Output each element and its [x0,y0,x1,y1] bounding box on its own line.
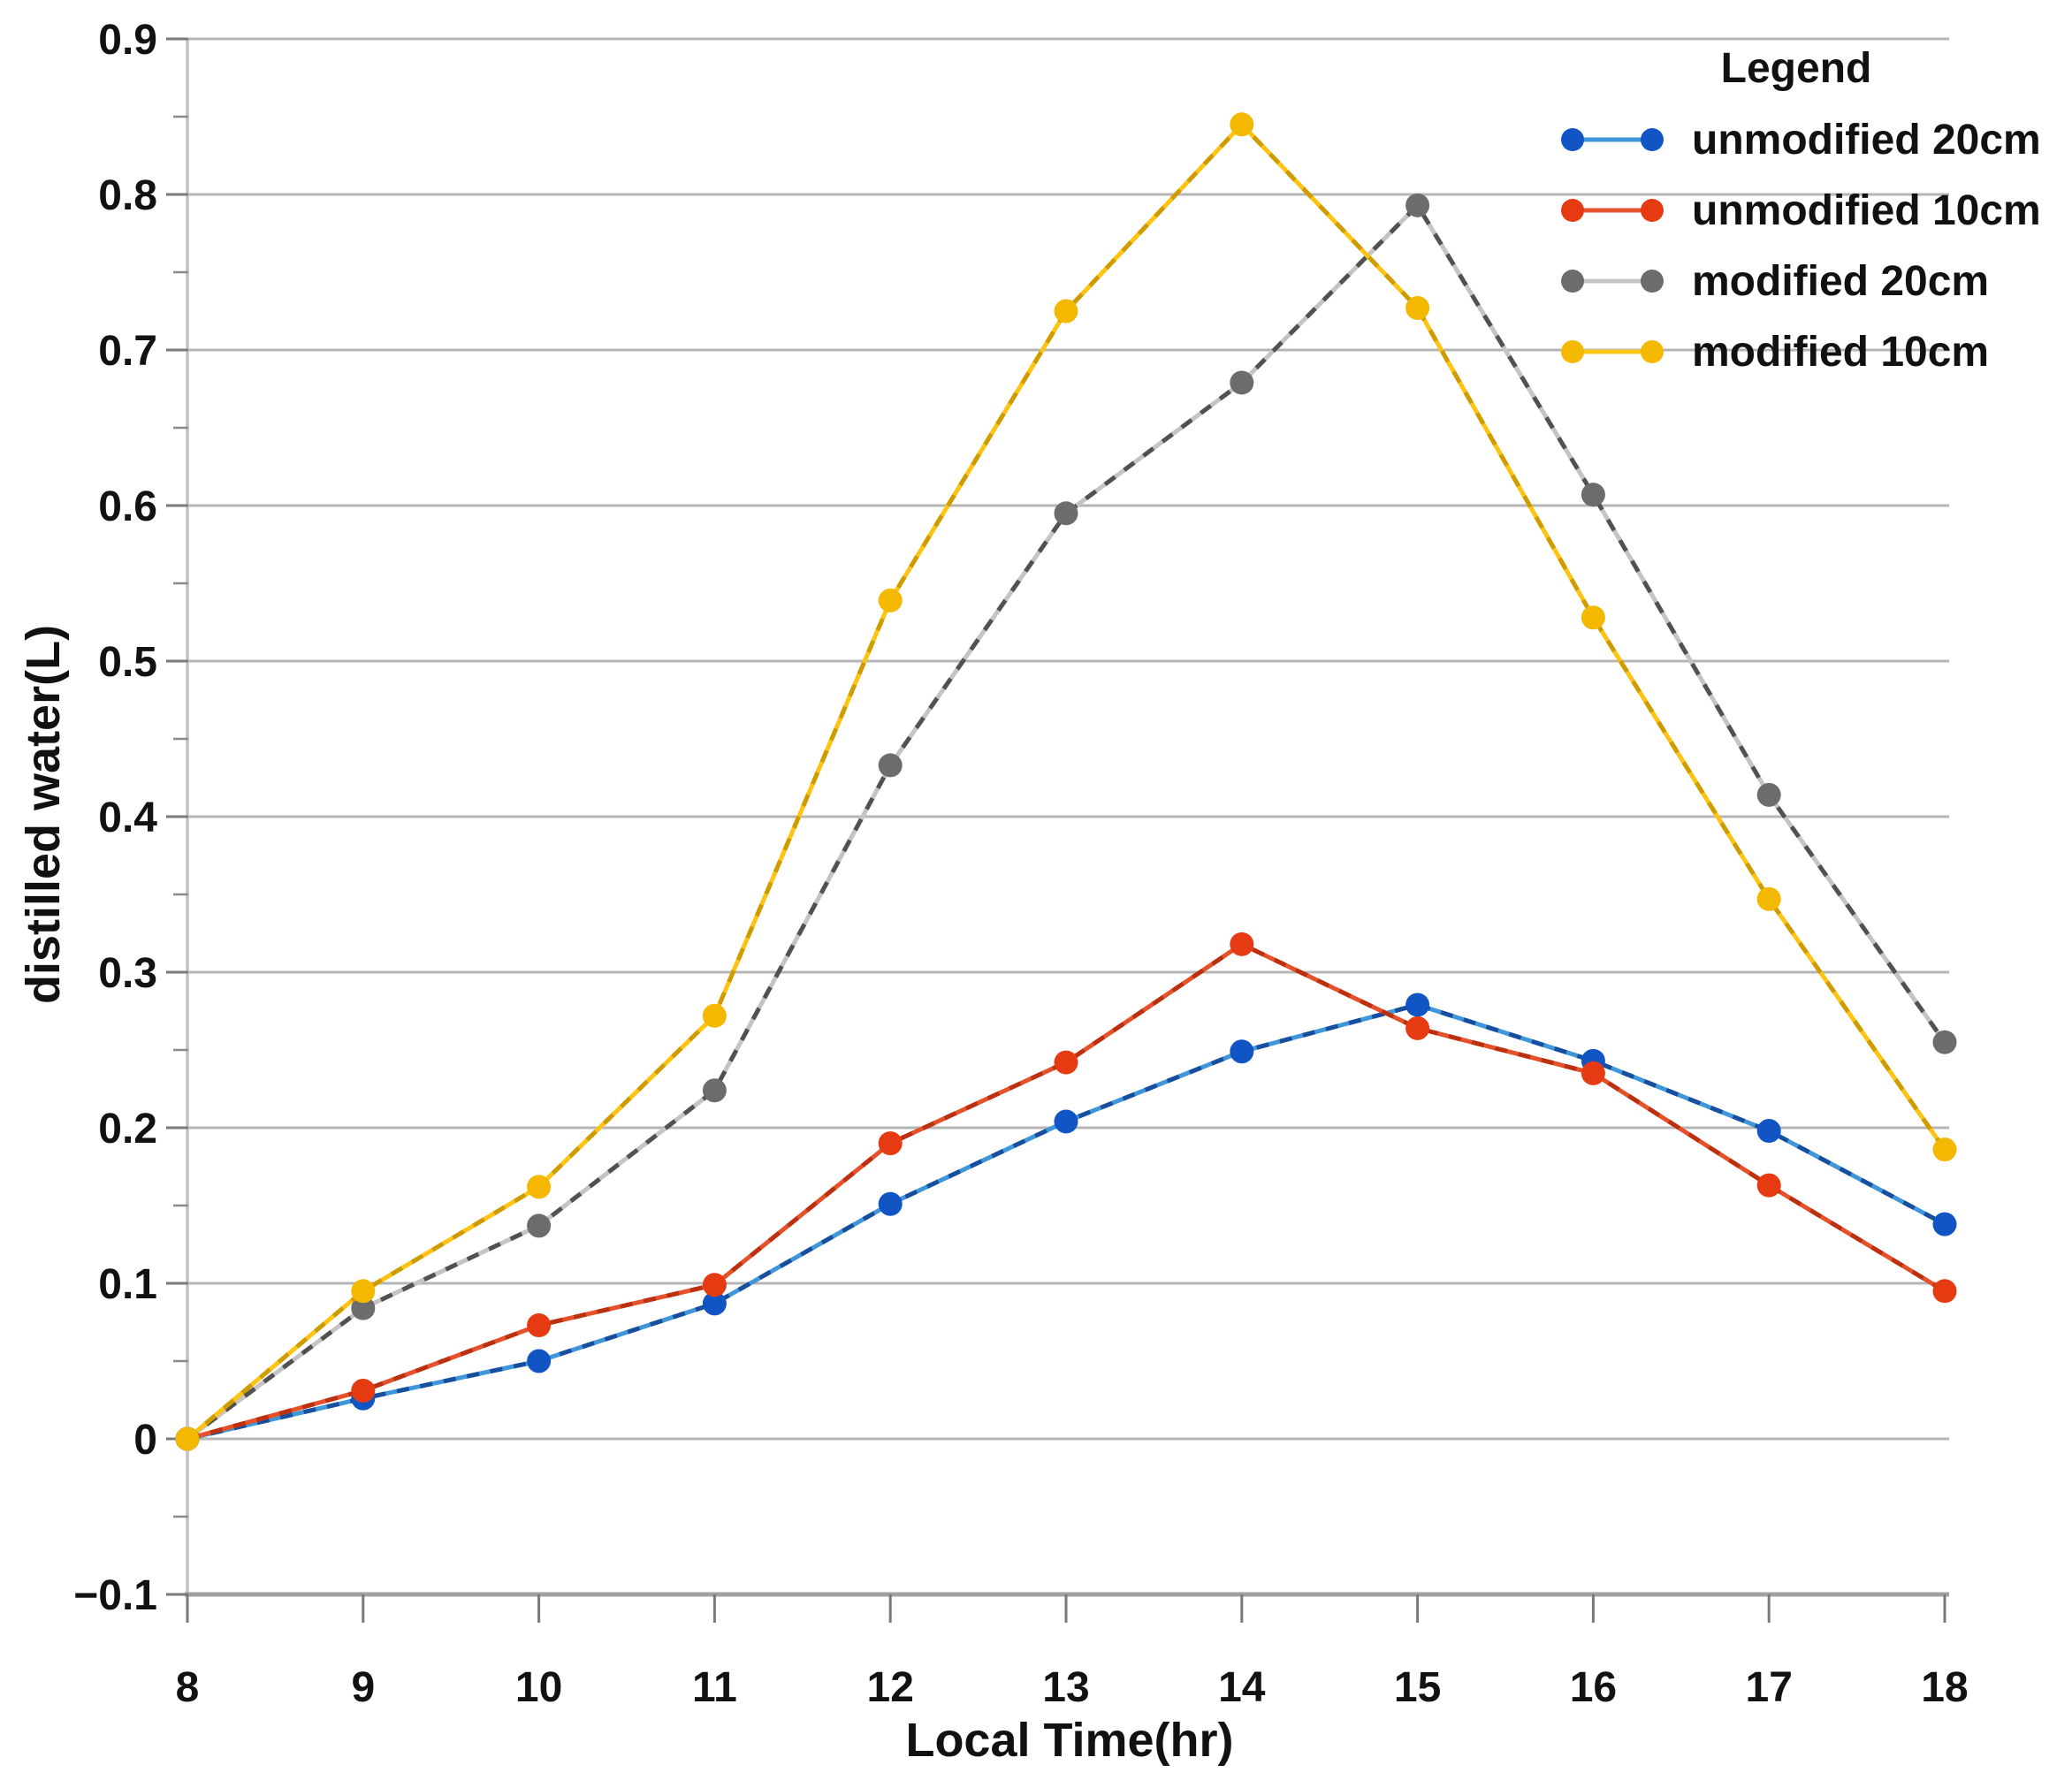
data-point-unmodified-10cm-x13 [1054,1050,1078,1075]
data-point-modified-20cm-x13 [1054,501,1078,526]
data-point-modified-20cm-x15 [1405,193,1430,217]
data-point-unmodified-10cm-x12 [878,1131,903,1156]
data-point-modified-20cm-x10 [527,1213,552,1238]
x-tick-label: 9 [351,1664,375,1711]
legend-item: modified 20cm [1558,257,2072,305]
x-tick-label: 12 [867,1664,914,1711]
data-point-unmodified-20cm-x17 [1756,1119,1781,1144]
y-tick-label: 0.8 [98,172,157,219]
data-point-modified-20cm-x18 [1932,1030,1957,1054]
data-point-modified-10cm-x8 [175,1426,200,1451]
legend-marker-icon [1561,340,1664,363]
data-point-unmodified-10cm-x14 [1230,932,1254,956]
legend-item: unmodified 10cm [1558,186,2072,234]
legend: Legend unmodified 20cm unmodified 10cm mod… [1558,44,2072,376]
data-point-unmodified-10cm-x18 [1932,1279,1957,1304]
data-point-modified-20cm-x14 [1230,370,1254,395]
data-point-unmodified-10cm-x9 [351,1378,376,1403]
data-point-unmodified-20cm-x15 [1405,993,1430,1017]
data-point-unmodified-20cm-x10 [527,1349,552,1373]
y-tick-label: 0 [133,1417,157,1464]
data-point-unmodified-10cm-x15 [1405,1016,1430,1040]
data-point-modified-10cm-x11 [702,1003,727,1028]
legend-item: unmodified 20cm [1558,116,2072,164]
data-point-modified-20cm-x11 [702,1078,727,1103]
x-axis-title: Local Time(hr) [905,1714,1234,1767]
data-point-modified-10cm-x14 [1230,112,1254,137]
data-point-unmodified-10cm-x17 [1756,1173,1781,1198]
legend-marker-icon [1561,270,1664,293]
legend-item: modified 10cm [1558,328,2072,376]
data-point-unmodified-20cm-x13 [1054,1109,1078,1134]
x-tick-label: 17 [1746,1664,1793,1711]
x-tick-label: 15 [1394,1664,1441,1711]
data-point-modified-10cm-x9 [351,1279,376,1304]
data-point-modified-10cm-x18 [1932,1137,1957,1162]
legend-title: Legend [1720,45,1872,92]
data-point-modified-10cm-x16 [1581,605,1605,630]
data-point-modified-10cm-x17 [1756,886,1781,911]
data-point-modified-10cm-x15 [1405,295,1430,320]
data-point-modified-10cm-x10 [527,1175,552,1199]
data-point-unmodified-10cm-x11 [702,1273,727,1297]
x-tick-label: 8 [176,1664,200,1711]
y-tick-label: 0.6 [98,483,157,530]
data-point-modified-10cm-x13 [1054,299,1078,323]
y-tick-label: 0.2 [98,1106,157,1152]
y-tick-label: 0.4 [98,795,157,841]
legend-label: modified 20cm [1692,257,1990,305]
data-point-unmodified-10cm-x10 [527,1313,552,1338]
y-tick-label: 0.5 [98,639,157,686]
y-tick-label: 0.7 [98,328,157,375]
series-line-dashes-unmodified-10cm [187,941,1946,1441]
data-point-modified-20cm-x17 [1756,782,1781,807]
legend-marker-icon [1561,128,1664,151]
x-tick-label: 18 [1921,1664,1968,1711]
legend-marker-icon [1561,199,1664,222]
series-line-unmodified-10cm [187,941,1946,1441]
y-tick-label: −0.1 [73,1572,157,1619]
legend-label: unmodified 20cm [1692,116,2041,164]
y-tick-label: 0.9 [98,17,157,64]
series-line-dashes-modified-20cm [186,202,1947,1441]
y-axis-title: distilled water(L) [17,624,70,1004]
data-point-modified-20cm-x12 [878,753,903,778]
data-point-unmodified-20cm-x14 [1230,1039,1254,1064]
x-tick-label: 13 [1042,1664,1089,1711]
x-tick-label: 10 [515,1664,562,1711]
data-point-modified-20cm-x9 [351,1296,376,1320]
data-point-unmodified-20cm-x11 [702,1291,727,1316]
data-point-modified-10cm-x12 [878,588,903,612]
series-line-modified-20cm [186,202,1947,1441]
x-tick-label: 14 [1218,1664,1266,1711]
legend-items: unmodified 20cm unmodified 10cm modified 2… [1558,116,2072,376]
legend-label: modified 10cm [1692,328,1990,376]
y-tick-label: 0.3 [98,950,157,997]
legend-label: unmodified 10cm [1692,186,2041,234]
data-point-unmodified-20cm-x12 [878,1191,903,1216]
data-point-unmodified-20cm-x18 [1932,1212,1957,1236]
data-point-modified-20cm-x16 [1581,483,1605,507]
y-tick-label: 0.1 [98,1261,157,1308]
x-tick-label: 16 [1570,1664,1617,1711]
series-line-dashes-modified-10cm [186,121,1947,1441]
data-point-unmodified-10cm-x16 [1581,1061,1605,1085]
x-tick-label: 11 [692,1664,737,1711]
